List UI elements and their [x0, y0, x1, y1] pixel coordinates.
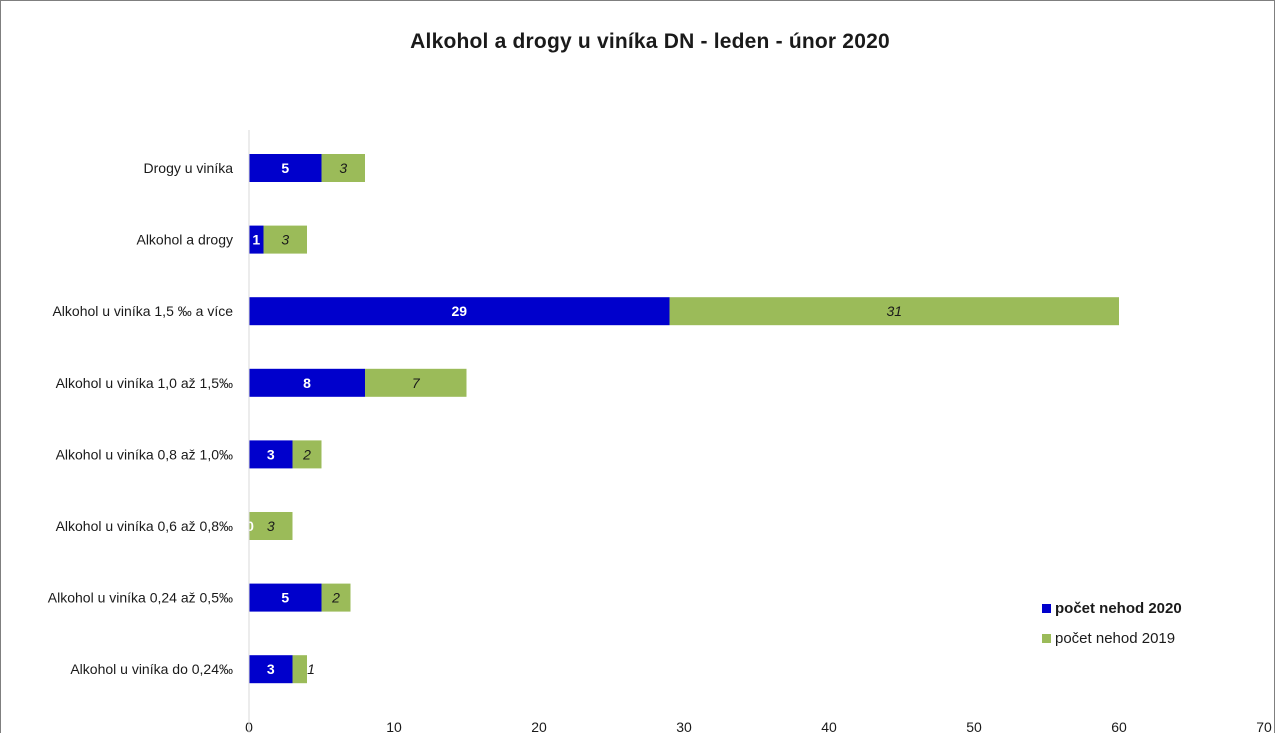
bar-2020 [249, 440, 293, 469]
legend-label-2019: počet nehod 2019 [1055, 629, 1176, 647]
data-label-2019: 31 [886, 303, 902, 319]
bar-2019 [321, 154, 365, 182]
x-tick-label: 40 [821, 719, 837, 733]
legend: počet nehod 2020 počet nehod 2019 [1042, 597, 1182, 657]
data-label-2019: 3 [267, 518, 275, 534]
bar-2020 [249, 583, 322, 612]
data-label-2020: 5 [281, 590, 289, 606]
category-labels: Drogy u viníka 5 3 Alkohol a drogy 1 3 Alkohol… [48, 160, 902, 677]
category-label: Alkohol u viníka 0,8 až 1,0‰ [56, 446, 233, 462]
data-label-2019: 2 [331, 590, 340, 606]
bar-2019 [669, 297, 1119, 326]
legend-item-2020: počet nehod 2020 [1042, 597, 1182, 619]
x-tick-label: 50 [966, 719, 982, 733]
chart-title: Alkohol a drogy u viníka DN - leden - ún… [410, 30, 890, 53]
legend-swatch-2020 [1042, 603, 1051, 613]
data-label-2019: 2 [302, 446, 311, 462]
x-tick-label: 70 [1256, 719, 1272, 733]
data-label-2020: 3 [267, 661, 275, 677]
data-label-2020: 1 [252, 232, 260, 248]
category-label: Drogy u viníka [144, 160, 234, 176]
bar-2019 [292, 655, 307, 684]
legend-label-2020: počet nehod 2020 [1055, 599, 1182, 617]
category-label: Alkohol u viníka 1,0 až 1,5‰ [56, 375, 233, 391]
bar-2019 [249, 512, 293, 540]
x-tick-label: 20 [531, 719, 547, 733]
legend-swatch-2019 [1042, 633, 1051, 643]
data-label-2020: 3 [267, 446, 275, 462]
category-label: Alkohol u viníka do 0,24‰ [70, 661, 233, 677]
bar-2020 [249, 368, 365, 397]
bar-2019 [321, 583, 351, 612]
bar-2020 [249, 225, 264, 254]
bar-2019 [365, 368, 467, 397]
category-label: Alkohol a drogy [136, 232, 233, 248]
data-label-2019: 7 [412, 375, 421, 391]
x-tick-label: 30 [676, 719, 692, 733]
data-label-2019: 1 [307, 661, 315, 677]
bars-layer [249, 154, 1119, 684]
data-label-2020: 8 [303, 375, 311, 391]
bar-2020 [249, 154, 322, 182]
data-label-2019: 3 [339, 160, 347, 176]
x-axis-ticks: 010203040506070 [245, 719, 1272, 733]
bar-2020 [249, 655, 293, 684]
category-label: Alkohol u viníka 1,5 ‰ a více [52, 303, 233, 319]
data-label-2020: 5 [281, 160, 289, 176]
data-label-2020: 0 [246, 518, 254, 534]
data-label-2019: 3 [281, 232, 289, 248]
bar-2019 [292, 440, 322, 469]
bar-2020 [249, 297, 670, 326]
legend-item-2019: počet nehod 2019 [1042, 627, 1182, 649]
x-tick-label: 10 [386, 719, 402, 733]
bar-2019 [263, 225, 307, 254]
category-label: Alkohol u viníka 0,6 až 0,8‰ [56, 518, 233, 534]
x-tick-label: 60 [1111, 719, 1127, 733]
data-label-2020: 29 [451, 303, 467, 319]
category-label: Alkohol u viníka 0,24 až 0,5‰ [48, 590, 233, 606]
